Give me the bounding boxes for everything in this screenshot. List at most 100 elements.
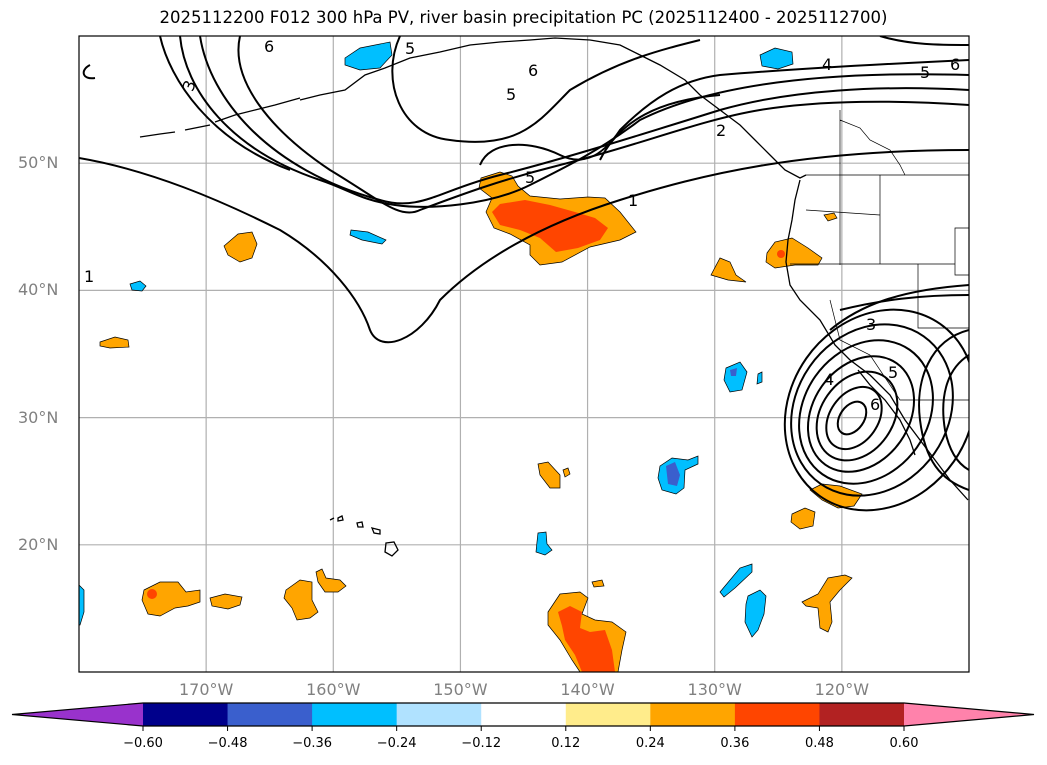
precip-area-positive xyxy=(562,467,571,478)
colorbar-tick-label: −0.60 xyxy=(123,736,163,751)
contour-label: 4 xyxy=(824,370,834,389)
precip-area-positive xyxy=(801,574,853,633)
pv-contour xyxy=(783,308,969,512)
colorbar-segment xyxy=(650,703,736,726)
pv-contour xyxy=(237,36,969,214)
precip-area-positive xyxy=(765,237,823,269)
precip-area-positive xyxy=(223,231,258,263)
map-frame xyxy=(78,35,970,673)
precip-area-negative xyxy=(79,584,85,626)
precip-area-positive xyxy=(710,257,747,283)
pv-contour xyxy=(391,36,701,143)
colorbar-tick-label: 0.48 xyxy=(804,736,834,751)
lon-tick-label: 140°W xyxy=(560,680,615,699)
colorbar-tick-label: −0.48 xyxy=(207,736,248,751)
pv-contour xyxy=(836,400,868,436)
pv-contour xyxy=(815,370,899,462)
contour-label: 5 xyxy=(888,363,898,382)
colorbar-tick-label: −0.12 xyxy=(461,736,502,751)
colorbar-segment xyxy=(227,703,313,726)
pv-contour xyxy=(879,36,969,46)
precip-area-positive xyxy=(537,461,561,489)
contour-label: 2 xyxy=(716,121,726,140)
contour-label: 1 xyxy=(84,267,94,286)
colorbar-segment xyxy=(312,703,398,726)
coastline-alaska xyxy=(299,37,807,179)
lat-tick-label: 30°N xyxy=(18,407,59,427)
colorbar-segment xyxy=(734,703,820,726)
lon-tick-label: 150°W xyxy=(433,680,488,699)
colorbar-tick-label: 0.12 xyxy=(551,736,581,751)
colorbar-tick-label: 0.36 xyxy=(720,736,750,751)
pv-contour xyxy=(82,64,96,80)
precip-area-positive xyxy=(99,336,130,349)
precip-area-positive xyxy=(141,581,201,617)
contour-label: 5 xyxy=(920,63,930,82)
colorbar-tick-label: 0.24 xyxy=(635,736,665,751)
precip-shading xyxy=(79,41,863,672)
precip-area-negative xyxy=(756,371,763,385)
pv-contour xyxy=(599,94,721,161)
contour-label: 5 xyxy=(405,39,415,58)
precip-area-strong xyxy=(777,250,785,258)
contour-label: 4 xyxy=(822,55,832,74)
lat-tick-label: 40°N xyxy=(18,280,59,300)
colorbar-tick-label: 0.60 xyxy=(889,736,919,751)
lon-tick-label: 170°W xyxy=(178,680,234,699)
colorbar-segment xyxy=(481,703,567,726)
lat-tick-label: 20°N xyxy=(18,534,59,554)
colorbar-extend-low xyxy=(12,703,143,726)
precip-area-positive xyxy=(823,212,838,222)
precip-area-negative xyxy=(719,563,753,598)
colorbar-extend-high xyxy=(904,703,1034,726)
precip-area-positive xyxy=(209,593,243,610)
colorbar-segment xyxy=(819,703,905,726)
precip-area-negative xyxy=(344,41,393,71)
map-content: 6 3 5 6 5 5 1 4 5 6 2 3 4 5 6 1 xyxy=(79,36,969,672)
pv-contour xyxy=(806,355,916,473)
pv-contour xyxy=(790,323,954,497)
hawaii-islands xyxy=(329,515,399,557)
pv-contour xyxy=(918,329,969,491)
colorbar-segment xyxy=(396,703,482,726)
colorbar-segment xyxy=(143,703,229,726)
precip-area-positive xyxy=(809,483,863,509)
pv-contour xyxy=(159,36,291,171)
coastline-baja xyxy=(857,369,916,456)
colorbar-segment xyxy=(565,703,651,726)
precip-area-negative xyxy=(535,531,553,556)
colorbar-tick-label: −0.36 xyxy=(292,736,333,751)
precip-area-strong-negative xyxy=(666,462,680,486)
pv-contour xyxy=(839,294,969,311)
figure-title: 2025112200 F012 300 hPa PV, river basin … xyxy=(159,8,888,27)
pv-contour xyxy=(798,339,934,485)
precip-area-positive xyxy=(283,579,319,621)
contour-label: 3 xyxy=(179,78,200,94)
precip-area-negative xyxy=(759,47,794,70)
pv-contour xyxy=(479,59,969,166)
pv-contour xyxy=(825,385,883,451)
precip-area-strong-negative xyxy=(730,368,737,376)
contour-label: 3 xyxy=(866,315,876,334)
precip-area-positive xyxy=(790,507,816,530)
precip-area-negative xyxy=(129,280,147,292)
precip-area-positive xyxy=(315,568,347,593)
contour-label: 6 xyxy=(264,37,274,56)
precip-area-strong xyxy=(558,606,615,672)
pv-contour xyxy=(79,149,969,344)
precip-area-strong xyxy=(147,589,157,599)
precip-area-negative xyxy=(744,589,767,638)
colorbar xyxy=(11,702,1035,731)
state-borders xyxy=(790,110,969,401)
contour-label: 6 xyxy=(528,61,538,80)
lon-tick-label: 120°W xyxy=(814,680,870,699)
lon-tick-label: 160°W xyxy=(306,680,361,699)
precip-area-positive xyxy=(591,579,605,588)
contour-label: 5 xyxy=(506,85,516,104)
gridlines xyxy=(79,36,969,672)
pv-contour xyxy=(199,36,969,205)
pv-contour xyxy=(942,354,969,471)
lat-tick-label: 50°N xyxy=(18,153,59,173)
contour-label: 6 xyxy=(870,395,880,414)
